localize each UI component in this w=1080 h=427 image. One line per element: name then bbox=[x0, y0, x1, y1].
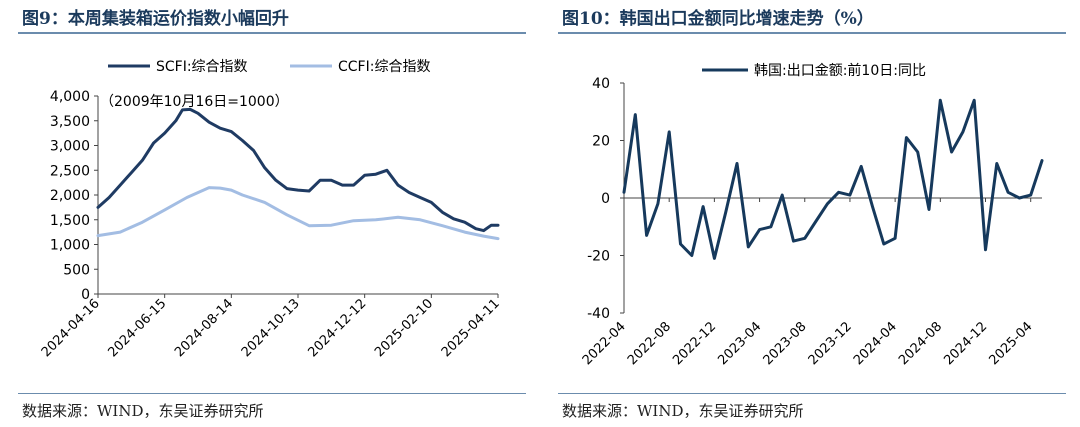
x-tick-label: 2024-12 bbox=[941, 319, 990, 368]
y-tick-label: 3,500 bbox=[50, 114, 90, 130]
title-divider bbox=[558, 32, 1066, 34]
chart-title: 图9：本周集装箱运价指数小幅回升 bbox=[22, 9, 289, 29]
x-tick-label: 2024-08 bbox=[896, 319, 945, 368]
y-tick-label: 1,500 bbox=[50, 213, 90, 229]
series-line bbox=[96, 107, 500, 233]
x-tick-label: 2024-04 bbox=[851, 319, 900, 368]
x-tick-label: 2022-12 bbox=[670, 319, 719, 368]
x-tick-label: 2025-04 bbox=[987, 319, 1036, 368]
y-tick-label: 0 bbox=[601, 191, 610, 207]
title-divider bbox=[18, 32, 526, 34]
korea-export-growth-line-chart: -40-20020402022-042022-082022-122023-042… bbox=[580, 62, 1044, 368]
x-tick-label: 2025-04-11 bbox=[439, 296, 503, 360]
y-tick-label: 4,000 bbox=[50, 89, 90, 105]
source-note: 数据来源：WIND，东吴证券研究所 bbox=[562, 402, 804, 420]
y-tick-label: 3,000 bbox=[50, 139, 90, 155]
x-tick-label: 2024-10-13 bbox=[239, 296, 303, 360]
legend-label: 韩国:出口金额:前10日:同比 bbox=[754, 62, 926, 79]
y-tick-label: 40 bbox=[592, 76, 610, 92]
y-tick-label: 2,500 bbox=[50, 163, 90, 179]
source-divider bbox=[18, 393, 526, 394]
source-divider bbox=[558, 393, 1066, 394]
x-tick-label: 2022-04 bbox=[580, 319, 629, 368]
y-tick-label: -40 bbox=[587, 306, 610, 322]
series-line bbox=[622, 98, 1044, 260]
chart-panel-scfi: 图9：本周集装箱运价指数小幅回升 0 500 1,000 1,500 2,000 2,50… bbox=[18, 9, 526, 420]
x-tick-label: 2023-04 bbox=[715, 319, 764, 368]
y-tick-label: 0 bbox=[81, 287, 90, 303]
y-tick-label: 20 bbox=[592, 134, 610, 150]
x-tick-label: 2023-08 bbox=[761, 319, 810, 368]
y-tick-label: -20 bbox=[587, 249, 610, 265]
chart-title: 图10：韩国出口金额同比增速走势（%） bbox=[562, 9, 874, 29]
x-tick-label: 2024-08-14 bbox=[172, 296, 236, 360]
legend-label: CCFI:综合指数 bbox=[338, 59, 430, 75]
freight-index-line-chart: 0 500 1,000 1,500 2,000 2,500 3,000 3,500 4,000 2… bbox=[39, 59, 503, 360]
chart-annotation: （2009年10月16日=1000） bbox=[100, 94, 289, 110]
legend-label: SCFI:综合指数 bbox=[156, 59, 248, 75]
y-tick-label: 1,000 bbox=[50, 238, 90, 254]
source-note: 数据来源：WIND，东吴证券研究所 bbox=[22, 402, 264, 420]
x-tick-label: 2025-02-10 bbox=[372, 296, 436, 360]
x-tick-label: 2023-12 bbox=[806, 319, 855, 368]
y-tick-label: 2,000 bbox=[50, 188, 90, 204]
x-tick-label: 2024-04-16 bbox=[39, 296, 103, 360]
y-tick-label: 500 bbox=[63, 262, 90, 278]
x-tick-label: 2022-08 bbox=[625, 319, 674, 368]
x-tick-label: 2024-06-15 bbox=[105, 296, 169, 360]
chart-panel-korea-exports: 图10：韩国出口金额同比增速走势（%） -40 -20 0 20 40 2022-04 20… bbox=[540, 0, 1080, 427]
series-line bbox=[96, 186, 500, 241]
x-tick-label: 2024-12-12 bbox=[305, 296, 369, 360]
